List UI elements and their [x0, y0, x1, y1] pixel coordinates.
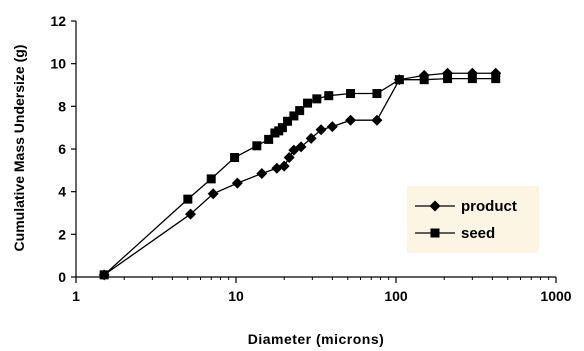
series-layer — [98, 67, 502, 281]
data-point-product — [305, 132, 317, 144]
legend-marker-product — [429, 200, 441, 212]
data-point-product — [295, 141, 307, 153]
y-axis-title: Cumulative Mass Undersize (g) — [11, 45, 27, 252]
x-tick-label: 100 — [384, 288, 408, 304]
y-tick-label: 8 — [58, 98, 66, 114]
legend-label-seed: seed — [461, 225, 495, 242]
y-tick-label: 10 — [50, 56, 66, 72]
legend-marker-seed — [430, 228, 440, 238]
data-point-seed — [467, 74, 477, 84]
y-tick-label: 4 — [58, 184, 66, 200]
data-point-seed — [264, 134, 274, 144]
data-point-product — [231, 177, 243, 189]
data-point-seed — [206, 174, 216, 184]
data-point-product — [345, 114, 357, 126]
x-axis-title: Diameter (microns) — [248, 331, 385, 347]
data-point-seed — [394, 75, 404, 85]
series-seed — [99, 74, 501, 280]
data-point-seed — [419, 75, 429, 85]
legend: product seed — [407, 186, 539, 253]
data-point-seed — [289, 111, 299, 121]
data-point-product — [278, 160, 290, 172]
x-tick-label: 1000 — [540, 288, 571, 304]
legend-label-product: product — [461, 198, 517, 215]
x-tick-label: 10 — [228, 288, 244, 304]
y-tick-label: 2 — [58, 226, 66, 242]
data-point-seed — [230, 153, 240, 163]
legend-entry-seed: seed — [415, 225, 495, 242]
data-point-product — [256, 168, 268, 180]
data-point-product — [315, 124, 327, 136]
y-tick-label: 12 — [50, 13, 66, 29]
y-tick-label: 6 — [58, 141, 66, 157]
x-tick-label: 1 — [72, 288, 80, 304]
data-point-seed — [303, 98, 313, 108]
data-point-product — [283, 152, 295, 164]
axes-layer: 0 2 4 6 8 10 12 1 10 100 1000 — [50, 13, 571, 304]
data-point-seed — [277, 123, 287, 133]
data-point-product — [207, 188, 219, 200]
data-point-seed — [372, 89, 382, 99]
data-point-product — [185, 208, 197, 220]
data-point-seed — [312, 94, 322, 104]
data-point-seed — [183, 194, 193, 204]
data-point-product — [326, 121, 338, 133]
data-point-seed — [324, 91, 334, 101]
data-point-product — [371, 114, 383, 126]
data-point-seed — [346, 89, 356, 99]
y-tick-label: 0 — [58, 269, 66, 285]
data-point-seed — [99, 270, 109, 280]
data-point-seed — [443, 74, 453, 84]
legend-box — [407, 186, 539, 253]
data-point-seed — [491, 74, 501, 84]
legend-entry-product: product — [415, 198, 517, 215]
data-point-seed — [283, 116, 293, 126]
data-point-seed — [252, 141, 262, 151]
data-point-seed — [295, 106, 305, 116]
